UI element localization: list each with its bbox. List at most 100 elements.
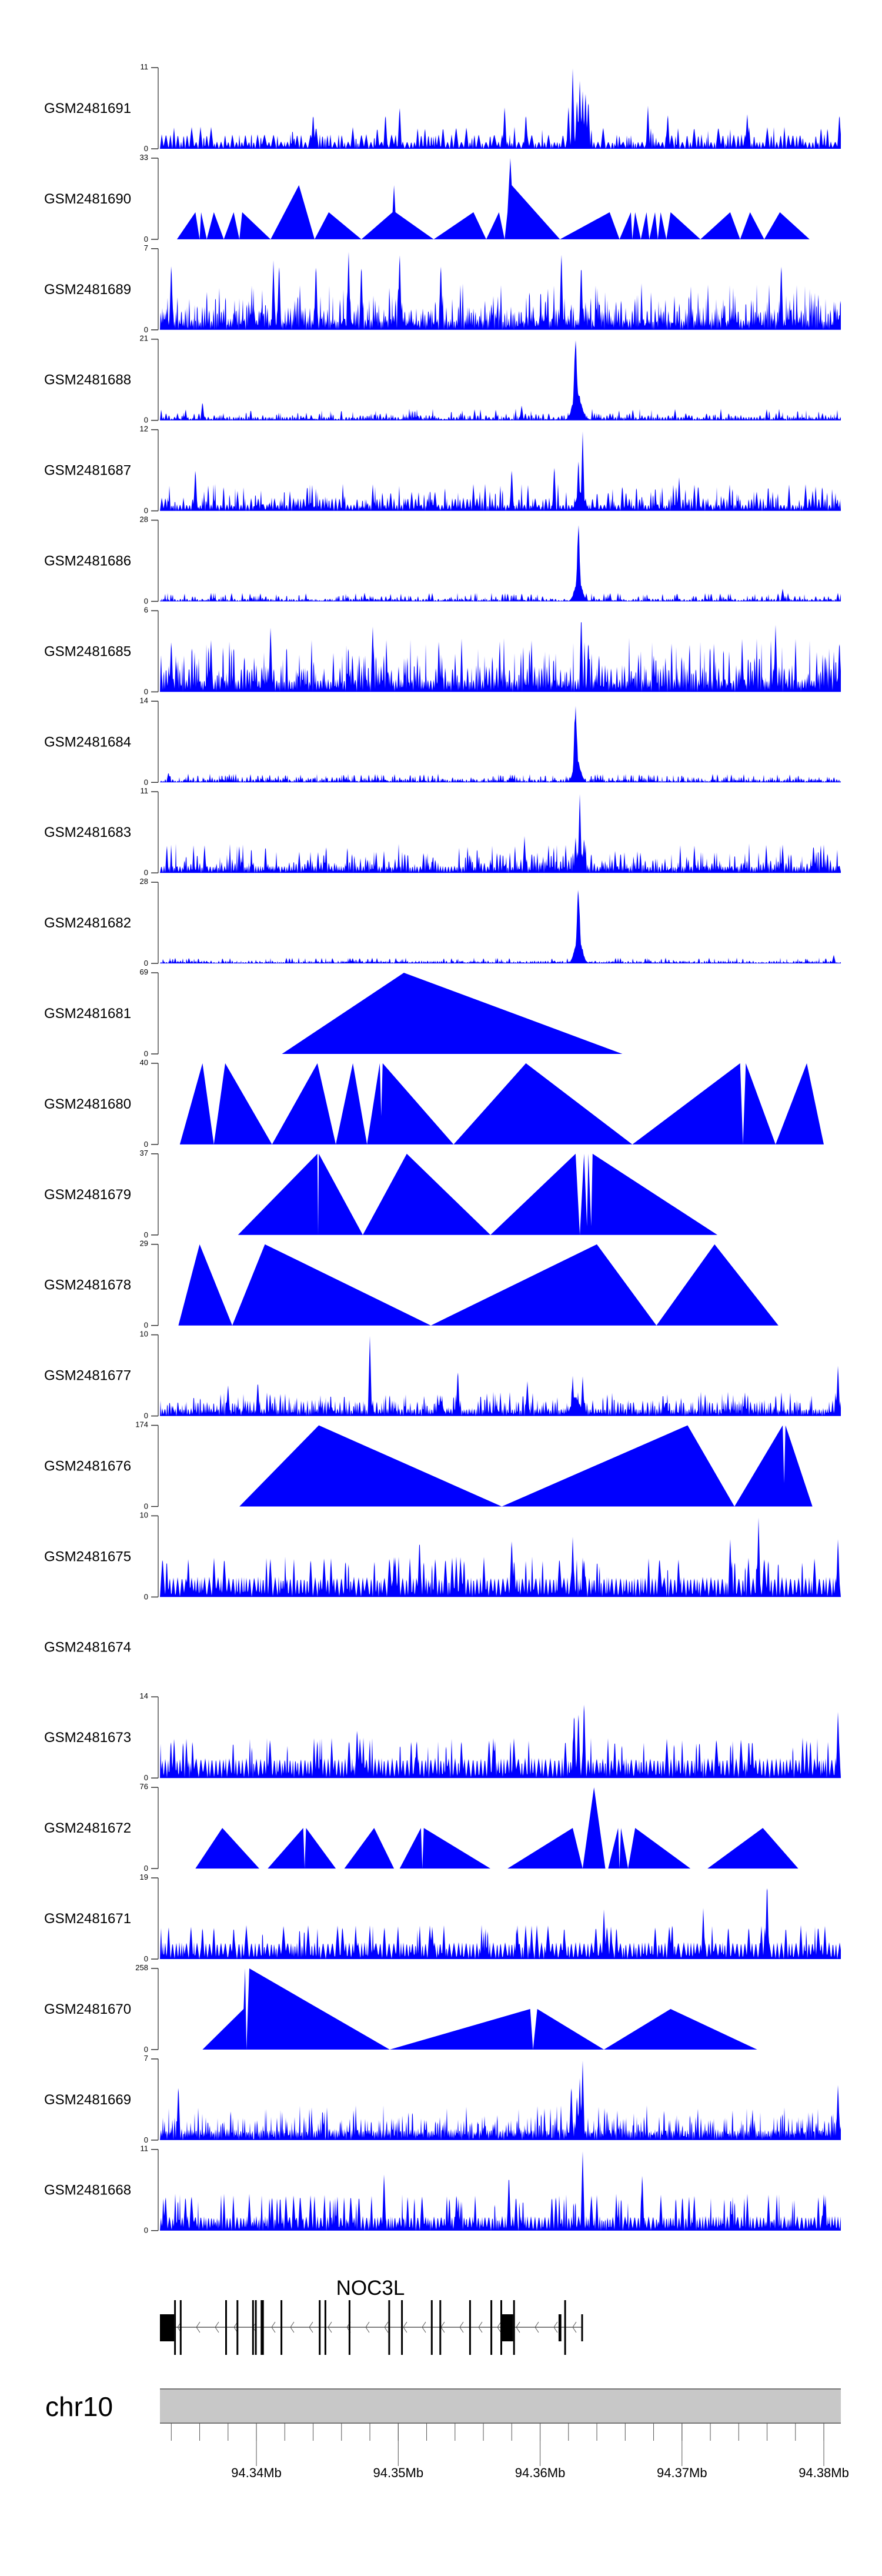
y-axis-zero-label: 0 — [144, 1592, 148, 1601]
y-axis-zero-label: 0 — [144, 2045, 148, 2054]
coverage-area-GSM2481678 — [178, 1244, 779, 1326]
coverage-area-GSM2481669 — [160, 2060, 841, 2140]
y-axis-zero-label: 0 — [144, 597, 148, 606]
y-axis-max-label: 37 — [140, 1149, 148, 1157]
strand-arrow-icon — [516, 2321, 520, 2333]
track-GSM2481684: GSM2481684 14 0 — [44, 696, 841, 786]
coding-exon — [401, 2300, 403, 2355]
track-label: GSM2481669 — [44, 2092, 131, 2108]
coding-exon — [179, 2300, 182, 2355]
coverage-area-GSM2481675 — [160, 1517, 841, 1597]
y-axis-max-label: 7 — [144, 2054, 148, 2063]
track-GSM2481682: GSM2481682 28 0 — [44, 877, 841, 967]
y-axis-max-label: 6 — [144, 605, 148, 614]
y-axis-max-label: 19 — [140, 1873, 148, 1881]
coverage-area-GSM2481682 — [160, 890, 841, 964]
track-label: GSM2481671 — [44, 1911, 131, 1927]
chromosome-ideogram: chr10 94.34Mb 94.35Mb 94.36Mb 94.37Mb 94.38M… — [45, 2388, 849, 2480]
chromosome-label: chr10 — [45, 2391, 113, 2422]
track-GSM2481679: GSM2481679 37 0 — [44, 1149, 718, 1239]
coding-exon — [280, 2300, 283, 2355]
coding-exon — [348, 2300, 350, 2355]
track-GSM2481681: GSM2481681 69 0 — [44, 967, 623, 1058]
track-GSM2481672: GSM2481672 76 0 — [44, 1782, 799, 1873]
track-label: GSM2481673 — [44, 1730, 131, 1746]
coding-exon — [174, 2300, 176, 2355]
coding-exon — [439, 2300, 442, 2355]
track-label: GSM2481684 — [44, 734, 131, 750]
coverage-tracks: GSM2481691110GSM2481690330GSM248168970GS… — [44, 62, 841, 2235]
track-label: GSM2481686 — [44, 553, 131, 569]
strand-arrow-icon — [572, 2321, 577, 2333]
strand-arrow-icon — [196, 2321, 201, 2333]
track-label: GSM2481677 — [44, 1368, 131, 1384]
strand-arrow-icon — [309, 2321, 313, 2333]
track-GSM2481669: GSM2481669 7 0 — [44, 2054, 841, 2144]
track-label: GSM2481682 — [44, 915, 131, 931]
chromosome-band — [160, 2389, 841, 2423]
coverage-area-GSM2481679 — [238, 1153, 718, 1235]
y-axis-zero-label: 0 — [144, 1412, 148, 1420]
y-axis-max-label: 10 — [140, 1330, 148, 1339]
y-axis-max-label: 174 — [135, 1420, 148, 1429]
coding-exon — [490, 2300, 493, 2355]
y-axis-max-label: 11 — [141, 2144, 149, 2153]
coding-exon — [469, 2300, 471, 2355]
y-axis-max-label: 14 — [140, 1691, 148, 1700]
strand-arrow-icon — [403, 2321, 407, 2333]
coding-exon — [262, 2300, 264, 2355]
y-axis-zero-label: 0 — [144, 959, 148, 967]
coverage-area-GSM2481668 — [160, 2151, 841, 2231]
track-label: GSM2481691 — [44, 101, 131, 116]
strand-arrow-icon — [422, 2321, 426, 2333]
coverage-area-GSM2481690 — [176, 158, 810, 239]
coverage-area-GSM2481676 — [239, 1425, 813, 1507]
axis-tick-label: 94.38Mb — [799, 2465, 849, 2480]
track-label: GSM2481674 — [44, 1639, 131, 1655]
track-GSM2481676: GSM2481676 174 0 — [44, 1420, 813, 1511]
y-axis-zero-label: 0 — [144, 1864, 148, 1873]
y-axis-max-label: 40 — [140, 1058, 148, 1067]
y-axis-zero-label: 0 — [144, 1140, 148, 1149]
y-axis-zero-label: 0 — [144, 1502, 148, 1511]
y-axis-zero-label: 0 — [144, 416, 148, 425]
gene-track: NOC3L — [160, 2277, 583, 2355]
y-axis-max-label: 258 — [135, 1963, 148, 1972]
coverage-area-GSM2481670 — [202, 1968, 757, 2050]
strand-arrow-icon — [534, 2321, 539, 2333]
strand-arrow-icon — [497, 2321, 502, 2333]
y-axis-zero-label: 0 — [144, 2226, 148, 2235]
coverage-area-GSM2481681 — [282, 973, 623, 1054]
track-GSM2481670: GSM2481670 258 0 — [44, 1963, 757, 2054]
y-axis-zero-label: 0 — [144, 144, 148, 153]
track-GSM2481688: GSM2481688 21 0 — [44, 334, 841, 425]
track-GSM2481683: GSM2481683 11 0 — [44, 786, 841, 877]
track-label: GSM2481672 — [44, 1820, 131, 1836]
axis-tick-label: 94.37Mb — [657, 2465, 707, 2480]
track-GSM2481677: GSM2481677 10 0 — [44, 1330, 841, 1420]
coding-exon — [260, 2300, 263, 2355]
track-label: GSM2481689 — [44, 282, 131, 298]
strand-arrow-icon — [459, 2321, 464, 2333]
coding-exon — [225, 2300, 227, 2355]
strand-arrow-icon — [328, 2321, 332, 2333]
y-axis-zero-label: 0 — [144, 2135, 148, 2144]
y-axis-max-label: 11 — [141, 62, 149, 71]
y-axis-max-label: 12 — [140, 425, 148, 433]
coverage-area-GSM2481686 — [160, 525, 841, 602]
y-axis-max-label: 76 — [140, 1782, 148, 1791]
coding-exon — [255, 2300, 257, 2355]
track-GSM2481668: GSM2481668 11 0 — [44, 2144, 841, 2235]
track-GSM2481685: GSM2481685 6 0 — [44, 605, 841, 696]
coverage-area-GSM2481689 — [160, 252, 841, 330]
axis-tick-label: 94.35Mb — [373, 2465, 423, 2480]
track-label: GSM2481670 — [44, 2001, 131, 2017]
y-axis-zero-label: 0 — [144, 778, 148, 786]
track-label: GSM2481685 — [44, 643, 131, 659]
coverage-area-GSM2481687 — [160, 431, 841, 511]
coverage-area-GSM2481680 — [179, 1063, 824, 1144]
utr-exon — [500, 2314, 513, 2341]
gene-name-label: NOC3L — [336, 2277, 405, 2300]
coding-exon — [319, 2300, 321, 2355]
coding-exon — [513, 2300, 515, 2355]
